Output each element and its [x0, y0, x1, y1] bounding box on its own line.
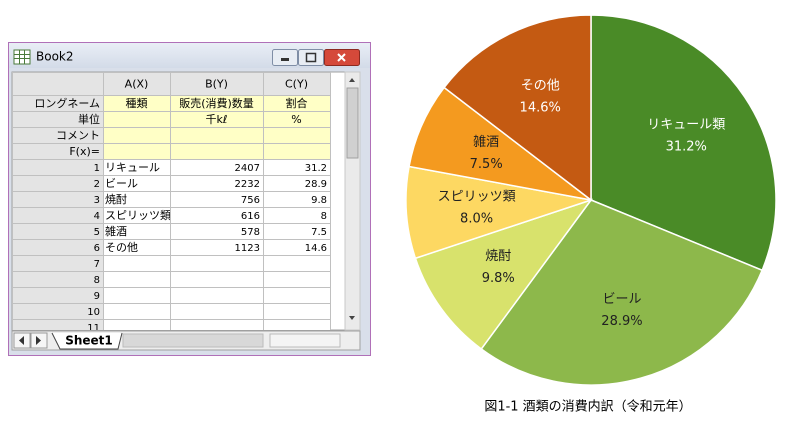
- row-header: [12, 287, 104, 304]
- vertical-scrollbar[interactable]: [344, 71, 361, 331]
- slice-label: リキュール類: [647, 118, 725, 133]
- slice-label: ビール: [602, 292, 641, 307]
- row-number: 6: [94, 243, 100, 254]
- cell-text: その他: [105, 241, 138, 254]
- row-number: 10: [87, 307, 100, 318]
- data-cell: [103, 287, 171, 304]
- row-header: [12, 271, 104, 288]
- row-label: F(x)=: [69, 145, 100, 158]
- cell-text: 578: [241, 227, 260, 238]
- cell-text: 2407: [235, 163, 260, 174]
- data-cell: [263, 303, 331, 320]
- pie-slice: [405, 165, 592, 260]
- cell-text: 756: [241, 195, 260, 206]
- sheet-tab-bar: [11, 330, 361, 351]
- cell-text: 焼酎: [105, 192, 127, 206]
- slice-label: その他: [521, 79, 560, 94]
- cell-text: 7.5: [311, 227, 327, 238]
- row-label: 単位: [78, 112, 100, 126]
- sheet-tab[interactable]: Sheet1: [65, 334, 113, 348]
- row-number: 9: [94, 291, 100, 302]
- label-cell: [263, 143, 331, 160]
- row-header: [12, 191, 104, 208]
- cell-text: 2232: [235, 179, 260, 190]
- label-cell: [103, 111, 171, 128]
- slice-value-label: 31.2%: [666, 140, 707, 155]
- row-header: [12, 239, 104, 256]
- cell-text: 616: [241, 211, 260, 222]
- row-label: ロングネーム: [34, 96, 100, 110]
- data-cell: [103, 303, 171, 320]
- row-number: 2: [94, 179, 100, 190]
- pie-slice: [414, 198, 594, 351]
- column-header-label: B(Y): [205, 78, 228, 91]
- column-header-label: C(Y): [285, 78, 308, 91]
- data-cell: [263, 271, 331, 288]
- label-cell-text: %: [291, 113, 301, 126]
- cell-text: 雑酒: [105, 224, 127, 238]
- cell-text: 28.9: [305, 179, 327, 190]
- label-cell-text: 販売(消費)数量: [179, 96, 254, 110]
- cell-text: ビール: [105, 177, 138, 190]
- cell-text: 8: [321, 211, 327, 222]
- chart-caption: 図1-1 酒類の消費内訳（令和元年）: [484, 399, 691, 415]
- label-cell-text: 割合: [286, 96, 308, 110]
- row-number: 4: [94, 211, 100, 222]
- row-header: [12, 159, 104, 176]
- window-title: Book2: [36, 50, 74, 64]
- cell-text: スピリッツ類: [105, 209, 171, 222]
- label-cell: [170, 143, 264, 160]
- cell-text: 1123: [235, 243, 260, 254]
- pie-slice: [480, 199, 764, 386]
- label-cell-text: 種類: [126, 96, 148, 110]
- slice-label: スピリッツ類: [438, 189, 516, 204]
- slice-label: 焼酎: [485, 249, 511, 264]
- cell-text: 9.8: [311, 195, 327, 206]
- slice-value-label: 9.8%: [482, 271, 515, 286]
- row-number: 5: [94, 227, 100, 238]
- slice-value-label: 28.9%: [601, 314, 642, 329]
- label-cell: [170, 127, 264, 144]
- data-cell: [170, 287, 264, 304]
- row-header: [12, 175, 104, 192]
- slice-label: 雑酒: [473, 134, 499, 150]
- row-number: 3: [94, 195, 100, 206]
- row-header: [12, 255, 104, 272]
- label-cell: [103, 143, 171, 160]
- label-cell: [263, 127, 331, 144]
- data-cell: [263, 319, 331, 330]
- label-cell-text: 千kℓ: [206, 113, 228, 126]
- data-cell: [103, 255, 171, 272]
- pie-slice: [590, 14, 777, 272]
- cell-text: 31.2: [305, 163, 327, 174]
- row-number: 8: [94, 275, 100, 286]
- data-cell: [103, 271, 171, 288]
- data-cell: [170, 255, 264, 272]
- row-header: [12, 207, 104, 224]
- data-cell: [263, 255, 331, 272]
- slice-value-label: 8.0%: [460, 211, 493, 226]
- data-cell: [170, 271, 264, 288]
- data-cell: [170, 303, 264, 320]
- slice-value-label: 7.5%: [470, 157, 503, 172]
- window-buttons[interactable]: [272, 49, 360, 66]
- pie-slice: [443, 14, 592, 202]
- row-number: 11: [87, 323, 100, 334]
- cell-text: 14.6: [305, 243, 327, 254]
- data-cell: [263, 287, 331, 304]
- row-number: 1: [94, 163, 100, 174]
- row-number: 7: [94, 259, 100, 270]
- corner-cell: [12, 72, 104, 96]
- label-cell: [103, 127, 171, 144]
- row-label: コメント: [56, 129, 100, 142]
- app-icon: [13, 49, 31, 65]
- row-header: [12, 223, 104, 240]
- column-header-label: A(X): [125, 78, 149, 91]
- slice-value-label: 14.6%: [520, 101, 561, 116]
- cell-text: リキュール: [105, 161, 160, 174]
